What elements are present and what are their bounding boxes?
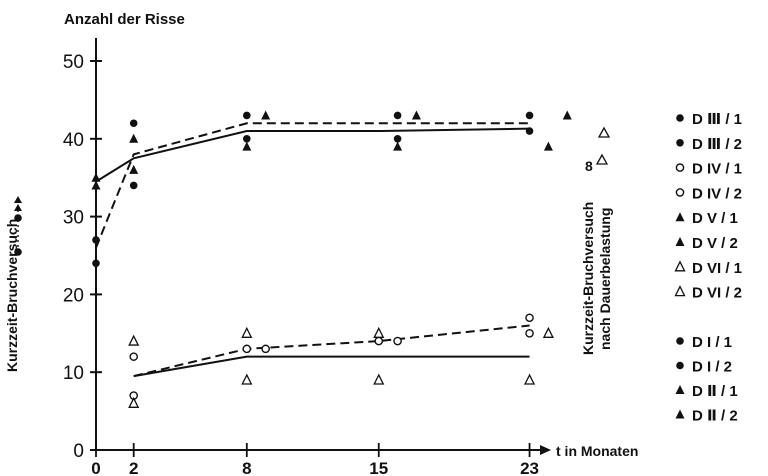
right-annotation: 8 — [585, 158, 593, 174]
x-tick-label: 15 — [369, 459, 388, 476]
data-point — [129, 181, 138, 190]
data-point — [128, 396, 140, 408]
x-axis-arrow-icon — [540, 445, 551, 455]
legend-label: D VI / 1 — [692, 260, 742, 277]
data-point — [91, 180, 101, 190]
data-point — [411, 110, 421, 120]
filled-circle-icon — [676, 139, 684, 147]
right-caption-line2: nach Dauerbelastung — [597, 208, 613, 350]
data-point — [261, 110, 271, 120]
data-point — [542, 326, 554, 338]
legend-label: D IV / 2 — [692, 185, 742, 202]
legend-label: D V / 1 — [692, 210, 738, 227]
filled-triangle-icon — [675, 212, 685, 222]
filled-circle-icon — [14, 214, 22, 222]
data-point — [92, 236, 100, 244]
data-point — [241, 326, 253, 338]
data-point — [393, 111, 402, 120]
legend-group-2: D I / 1 D I / 2 D Ⅱ / 1 D Ⅱ / 2 — [675, 334, 738, 425]
data-point — [393, 135, 402, 143]
solid-trend-line — [133, 355, 530, 378]
data-point — [523, 373, 536, 385]
data-point — [393, 336, 402, 346]
open-circle-icon — [675, 188, 685, 197]
data-point — [562, 110, 572, 120]
legend-label: D IV / 1 — [692, 161, 742, 178]
data-point — [373, 373, 385, 385]
open-triangle-icon — [674, 285, 686, 297]
x-tick-label: 8 — [242, 459, 251, 476]
filled-circle-icon — [676, 114, 684, 122]
data-point — [128, 334, 140, 346]
data-point — [525, 313, 534, 323]
data-point — [129, 352, 138, 361]
filled-circle-icon — [676, 361, 684, 370]
y-axis-title: Anzahl der Risse — [64, 11, 185, 28]
y-ticks: 0 10 20 30 40 50 — [63, 52, 102, 462]
data-point — [393, 141, 403, 151]
legend-label: D Ⅱ / 2 — [692, 408, 738, 425]
y-tick-label: 40 — [63, 130, 84, 151]
data-points — [91, 110, 572, 408]
data-point — [242, 344, 252, 354]
legend-label: D Ⅲ / 1 — [692, 111, 742, 128]
data-point — [129, 133, 139, 143]
filled-triangle-icon — [675, 385, 685, 394]
data-point — [525, 127, 534, 135]
legend-label: D I / 1 — [692, 334, 732, 351]
open-triangle-icon — [595, 153, 609, 165]
y-tick-label: 20 — [63, 285, 84, 306]
data-point — [243, 111, 251, 120]
legend-label: D Ⅱ / 1 — [692, 383, 738, 400]
data-point — [242, 141, 252, 151]
data-point — [373, 326, 385, 338]
data-point — [261, 344, 270, 354]
x-tick-label: 23 — [520, 459, 539, 476]
data-point — [92, 259, 100, 268]
open-triangle-icon — [597, 126, 611, 138]
data-point — [241, 373, 253, 385]
data-point — [374, 336, 384, 346]
y-tick-label: 30 — [63, 208, 84, 229]
data-point — [543, 141, 553, 151]
solid-trend-line — [95, 127, 530, 183]
legend-label: D I / 2 — [692, 359, 732, 376]
data-point — [91, 172, 101, 182]
data-point — [129, 164, 139, 174]
data-point — [525, 111, 534, 120]
y-tick-label: 10 — [63, 363, 84, 384]
trend-lines — [95, 122, 530, 378]
left-caption-legend — [14, 196, 22, 256]
y-tick-label: 0 — [73, 441, 84, 462]
x-tick-label: 0 — [91, 459, 100, 476]
dashed-trend-line — [133, 324, 530, 378]
right-caption-line1: Kurzzeit-Bruchversuch — [580, 202, 596, 355]
legend-group-1: D Ⅲ / 1 D Ⅲ / 2 D IV / 1 D IV / 2 D V / 1 D V… — [674, 111, 742, 302]
data-point — [243, 135, 251, 143]
filled-triangle-icon — [14, 196, 22, 203]
legend-label: D VI / 2 — [692, 285, 742, 302]
open-circle-icon — [675, 163, 685, 172]
legend-label: D Ⅲ / 2 — [692, 136, 742, 153]
y-tick-label: 50 — [63, 52, 84, 73]
filled-triangle-icon — [675, 237, 685, 246]
open-triangle-icon — [674, 260, 686, 272]
filled-triangle-icon — [14, 204, 22, 211]
dashed-trend-line — [95, 122, 530, 249]
filled-triangle-icon — [675, 409, 685, 419]
legend-label: D V / 2 — [692, 235, 738, 252]
x-axis-title: t in Monaten — [556, 443, 638, 459]
left-caption: Kurzzeit-Bruchversuch — [4, 219, 20, 372]
x-tick-label: 2 — [129, 459, 138, 476]
data-point — [129, 119, 138, 128]
filled-circle-icon — [676, 337, 684, 345]
x-ticks: 0 2 8 15 23 — [91, 443, 539, 476]
data-point — [525, 328, 534, 338]
filled-circle-icon — [14, 248, 22, 256]
